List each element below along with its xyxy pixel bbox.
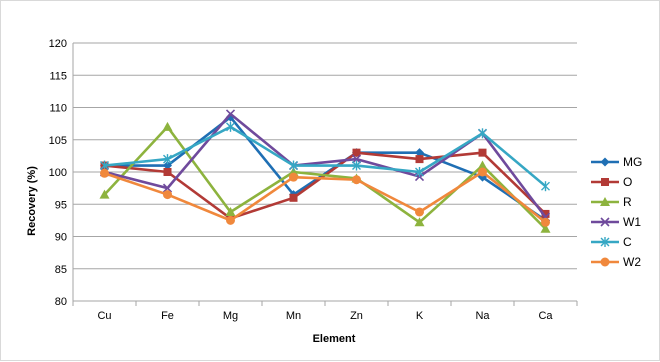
x-tick-label-ca: Ca [538,310,553,322]
data-point-c [289,160,298,171]
data-point-o [289,193,298,202]
data-point-r [414,217,425,227]
x-tick-label-fe: Fe [161,310,174,322]
x-tick-label-mn: Mn [286,310,301,322]
legend-item-c: C [591,235,632,249]
series-r [99,121,551,233]
x-tick-label-mg: Mg [223,310,238,322]
data-point-w2 [226,215,235,225]
legend-marker-mg [600,157,610,167]
legend-item-mg: MG [591,155,642,169]
data-point-o [541,209,550,218]
data-point-w2 [100,168,109,178]
data-point-c [541,181,550,192]
series-line-w2 [104,170,547,224]
data-point-r [540,223,551,233]
legend-label-mg: MG [623,155,642,169]
series-line-r [103,125,547,230]
x-tick-label-k: K [416,310,424,322]
legend-label-o: O [623,175,632,189]
series-line-mg [104,115,547,222]
data-point-c [352,160,361,171]
series-c [100,121,550,192]
y-tick-label: 90 [55,232,67,244]
y-tick-label: 100 [49,167,67,179]
x-axis-title: Element [313,333,356,345]
data-point-w2 [289,172,298,182]
data-point-o [478,148,487,157]
legend: MG OR W1 C W2 [591,155,642,269]
data-point-w1 [351,154,362,164]
data-point-w1 [162,183,173,193]
legend-marker-c [600,237,610,247]
series-layer [99,109,551,233]
legend-label-r: R [623,195,632,209]
data-point-w2 [478,167,487,177]
data-point-r [162,121,173,131]
data-point-w2 [541,217,550,227]
x-tick-labels: Cu Fe Mg Mn Zn K Na Ca [97,310,553,322]
data-point-w2 [415,207,424,217]
legend-marker-r [600,197,610,206]
y-tick-label: 105 [49,135,67,147]
legend-marker-w1 [600,217,610,227]
data-point-w2 [163,190,172,200]
data-point-r [225,206,236,216]
data-point-c [226,121,235,132]
y-tick-labels: 80 85 90 95 100 105 110 115 120 [49,38,67,308]
x-tick-label-cu: Cu [97,310,111,322]
data-point-c [478,128,487,139]
y-tick-label: 115 [49,70,67,82]
legend-item-o: O [591,175,632,189]
data-point-c [163,154,172,165]
legend-label-w1: W1 [623,215,641,229]
y-tick-label: 120 [49,38,67,50]
legend-item-r: R [591,195,632,209]
data-point-o [352,148,361,157]
data-point-mg [415,148,424,158]
data-point-o [163,168,172,176]
data-point-w2 [352,175,361,185]
y-tick-label: 110 [49,103,67,115]
series-line-c [104,125,547,188]
y-tick-label: 80 [55,296,67,308]
legend-label-c: C [623,235,632,249]
y-axis-title: Recovery (%) [26,166,38,236]
y-tick-label: 85 [55,264,67,276]
x-tick-label-na: Na [475,310,490,322]
y-tick-label: 95 [55,199,67,211]
data-point-r [477,160,488,170]
legend-item-w2: W2 [591,255,641,269]
legend-marker-w2 [600,257,610,267]
legend-item-w1: W1 [591,215,641,229]
legend-label-w2: W2 [623,255,641,269]
data-point-o [415,155,424,164]
data-point-r [99,189,110,199]
series-w2 [100,167,550,227]
data-point-mg [163,161,172,171]
legend-marker-o [601,178,609,186]
data-point-c [415,167,424,177]
x-tick-label-zn: Zn [350,310,363,322]
data-point-w1 [225,109,236,119]
